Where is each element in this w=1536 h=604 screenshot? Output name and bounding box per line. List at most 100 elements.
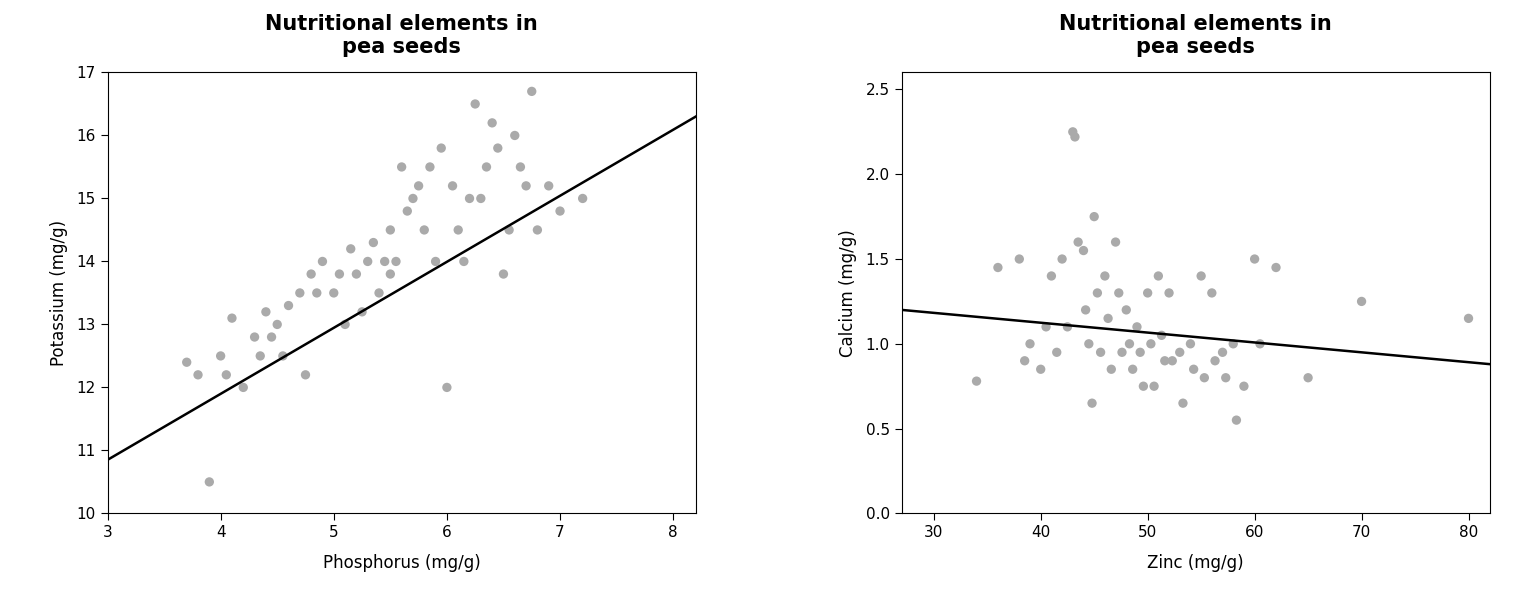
Point <box>441 181 465 191</box>
Point <box>230 382 255 392</box>
Point <box>1135 288 1160 298</box>
Point <box>1243 254 1267 264</box>
Point <box>1055 322 1080 332</box>
Point <box>1296 373 1321 382</box>
Point <box>355 257 379 266</box>
Point <box>270 351 295 361</box>
Point <box>407 181 432 191</box>
Point <box>492 269 516 279</box>
Point <box>570 194 594 204</box>
Point <box>401 194 425 204</box>
Point <box>485 143 510 153</box>
Point <box>276 301 301 310</box>
Point <box>378 269 402 279</box>
Point <box>247 351 272 361</box>
Point <box>1160 356 1184 365</box>
Point <box>1029 364 1054 374</box>
Point <box>1157 288 1181 298</box>
Point <box>1221 339 1246 349</box>
Point <box>300 269 324 279</box>
Point <box>264 320 289 329</box>
Point <box>1008 254 1032 264</box>
Point <box>350 307 375 316</box>
Point <box>1264 263 1289 272</box>
Point <box>1120 364 1144 374</box>
Point <box>253 307 278 316</box>
Point <box>536 181 561 191</box>
Point <box>496 225 521 235</box>
Point <box>310 257 335 266</box>
Point <box>209 351 233 361</box>
Point <box>1200 288 1224 298</box>
Point <box>186 370 210 380</box>
Point <box>1018 339 1043 349</box>
Point <box>1138 339 1163 349</box>
Point <box>1114 305 1138 315</box>
Point <box>1349 297 1373 306</box>
Point <box>1084 288 1109 298</box>
Point <box>1080 399 1104 408</box>
Point <box>1192 373 1217 382</box>
Point <box>1049 254 1074 264</box>
Point <box>1092 271 1117 281</box>
Point <box>1060 127 1084 137</box>
Point <box>1170 399 1195 408</box>
Point <box>1456 313 1481 323</box>
Point <box>986 263 1011 272</box>
Point <box>333 320 358 329</box>
Point <box>220 313 244 323</box>
Point <box>1203 356 1227 365</box>
Point <box>1152 356 1177 365</box>
Point <box>1040 271 1064 281</box>
Point <box>1167 347 1192 357</box>
Point <box>384 257 409 266</box>
Point <box>175 358 200 367</box>
Point <box>1224 416 1249 425</box>
Point <box>1181 364 1206 374</box>
Point <box>1103 237 1127 247</box>
Point <box>1077 339 1101 349</box>
Point <box>1189 271 1213 281</box>
Point <box>1100 364 1124 374</box>
Point <box>1012 356 1037 365</box>
Point <box>1095 313 1120 323</box>
Point <box>197 477 221 487</box>
Point <box>1081 212 1106 222</box>
Point <box>445 225 470 235</box>
Point <box>260 332 284 342</box>
Point <box>395 206 419 216</box>
Point <box>452 257 476 266</box>
Point <box>1146 271 1170 281</box>
Point <box>435 382 459 392</box>
Y-axis label: Potassium (mg/g): Potassium (mg/g) <box>51 220 68 366</box>
Point <box>1106 288 1130 298</box>
Point <box>1063 132 1087 142</box>
Point <box>1127 347 1152 357</box>
Point <box>548 206 573 216</box>
Point <box>1089 347 1114 357</box>
Point <box>1109 347 1134 357</box>
Point <box>1247 339 1272 349</box>
Title: Nutritional elements in
pea seeds: Nutritional elements in pea seeds <box>266 14 538 57</box>
Point <box>1210 347 1235 357</box>
Y-axis label: Calcium (mg/g): Calcium (mg/g) <box>839 229 857 357</box>
Point <box>525 225 550 235</box>
Point <box>1130 381 1155 391</box>
Point <box>965 376 989 386</box>
Point <box>389 162 413 172</box>
Point <box>475 162 499 172</box>
Point <box>1066 237 1091 247</box>
Point <box>479 118 504 127</box>
Point <box>412 225 436 235</box>
Point <box>361 238 386 248</box>
Point <box>1044 347 1069 357</box>
Title: Nutritional elements in
pea seeds: Nutritional elements in pea seeds <box>1060 14 1332 57</box>
Point <box>1074 305 1098 315</box>
Point <box>515 181 539 191</box>
Point <box>1117 339 1141 349</box>
Point <box>502 130 527 140</box>
Point <box>508 162 533 172</box>
Point <box>367 288 392 298</box>
Point <box>462 99 487 109</box>
Point <box>304 288 329 298</box>
